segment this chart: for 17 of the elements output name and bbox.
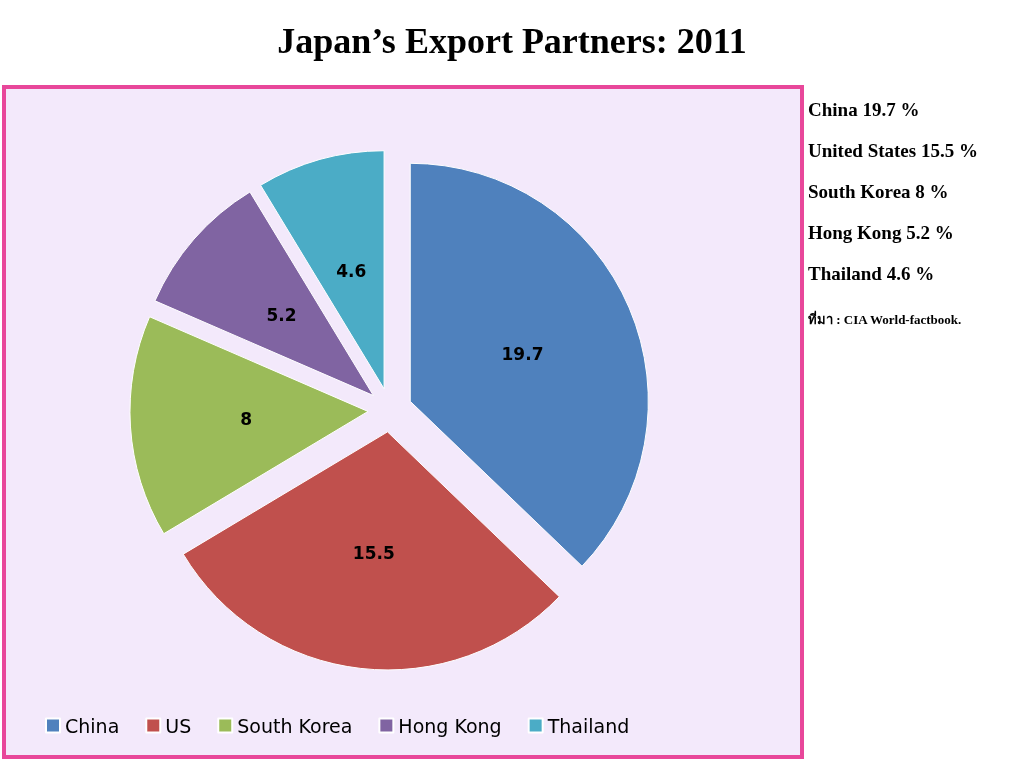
legend-label: South Korea — [237, 714, 353, 737]
legend-label: US — [165, 714, 192, 737]
data-label: 19.7 — [501, 343, 544, 364]
data-label: 4.6 — [336, 261, 367, 282]
data-label: 8 — [240, 409, 253, 430]
legend-label: China — [65, 714, 120, 737]
text: South Korea 8 % — [808, 181, 949, 202]
legend-label: Hong Kong — [398, 714, 502, 737]
legend-label: Thailand — [546, 714, 630, 737]
text: Thailand 4.6 % — [808, 263, 935, 284]
data-label: 15.5 — [352, 543, 395, 564]
text: United States 15.5 % — [808, 140, 978, 161]
chart-title: Japan’s Export Partners: 2011 — [277, 21, 747, 61]
text: China 19.7 % — [808, 99, 920, 120]
text: ที่มา : CIA World-factbook. — [808, 310, 962, 327]
data-label: 5.2 — [266, 305, 297, 326]
text: Hong Kong 5.2 % — [808, 222, 954, 243]
